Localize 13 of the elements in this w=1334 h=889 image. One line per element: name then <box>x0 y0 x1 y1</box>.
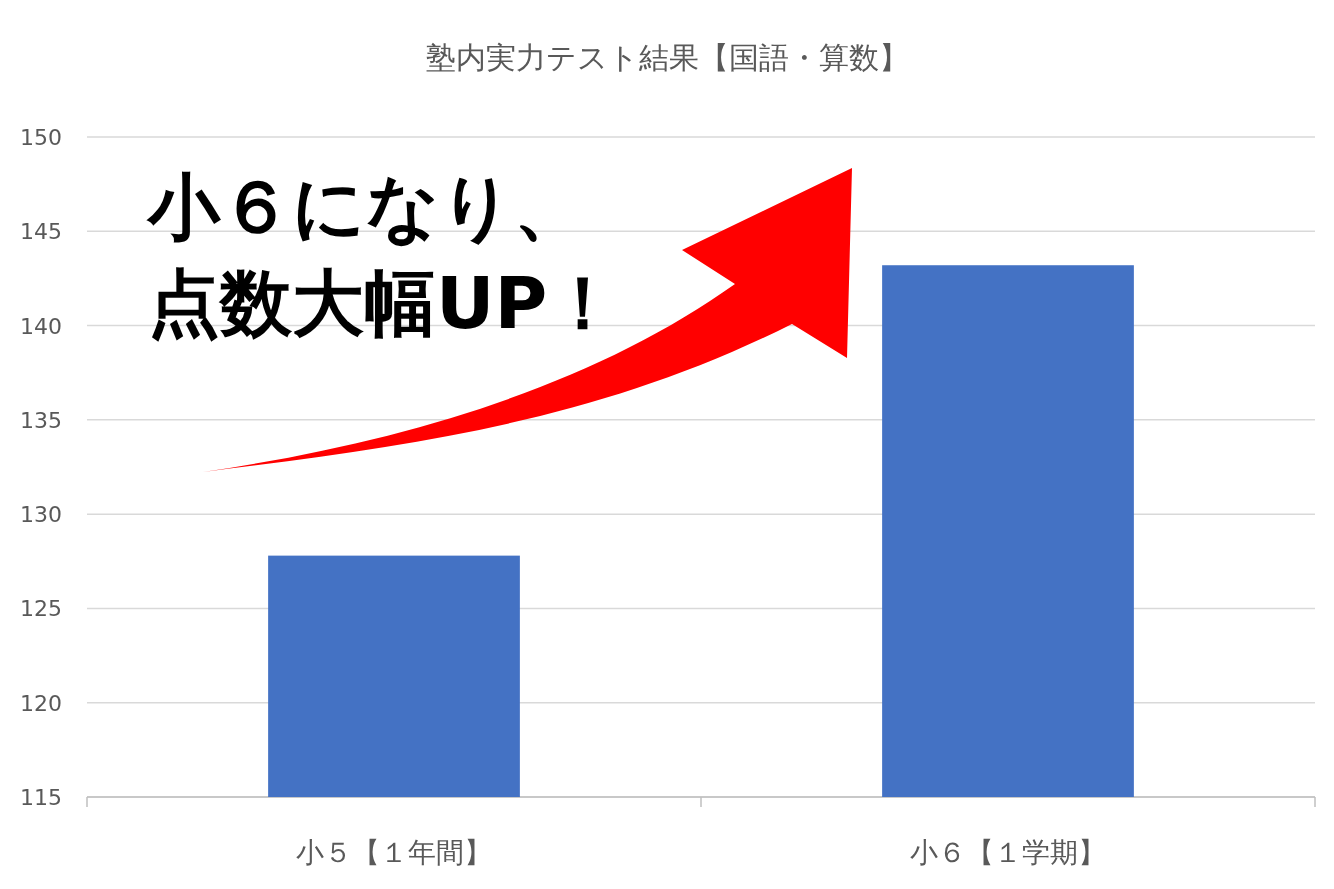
x-tick-label: 小６【１学期】 <box>910 836 1106 869</box>
annotation: 点数大幅UP！ <box>148 261 620 345</box>
y-tick-label: 130 <box>20 502 62 528</box>
y-tick-label: 115 <box>20 785 62 810</box>
y-tick-label: 145 <box>20 219 62 245</box>
annotation: 小６になり、 <box>146 165 586 249</box>
y-tick-label: 120 <box>20 690 62 716</box>
y-tick-label: 140 <box>20 313 62 339</box>
y-tick-label: 125 <box>20 596 62 622</box>
chart-title: 塾内実力テスト結果【国語・算数】 <box>425 40 909 75</box>
x-tick-label: 小５【１年間】 <box>296 836 492 869</box>
y-tick-label: 150 <box>20 125 62 150</box>
y-tick-label: 135 <box>20 407 62 433</box>
